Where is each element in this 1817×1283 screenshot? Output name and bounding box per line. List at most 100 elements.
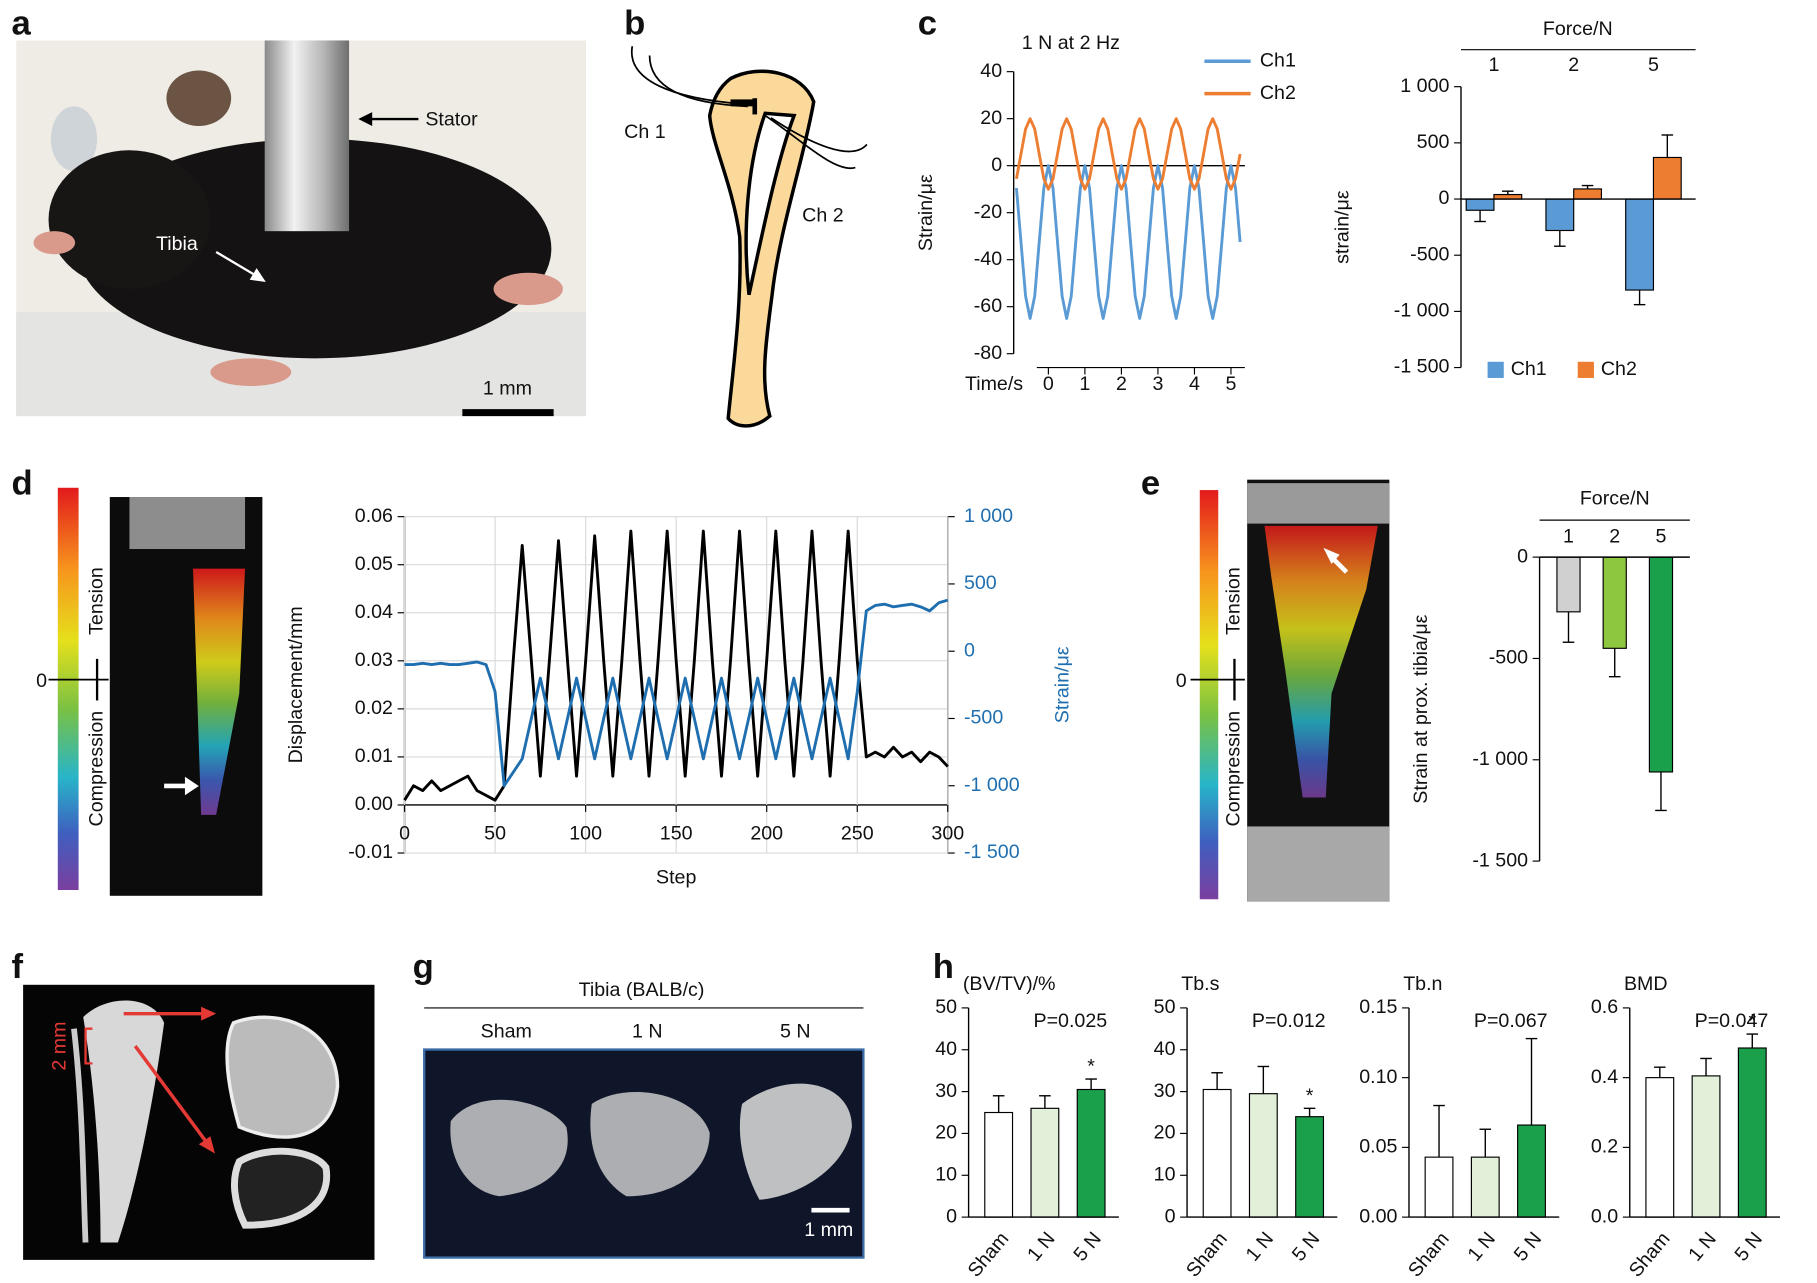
y-axis-label: Displacement/mm — [285, 606, 307, 763]
y-tick-label: -1 000 — [1394, 300, 1450, 322]
y-tick-label: -60 — [974, 295, 1002, 317]
y-axis-label: Strain at prox. tibia/με — [1410, 614, 1432, 803]
x-tick-label: 0 — [1043, 373, 1054, 395]
y2-tick-label: -1 000 — [964, 774, 1020, 796]
x-tick-label: 250 — [841, 823, 874, 845]
legend-label: Ch2 — [1601, 358, 1637, 380]
image — [1247, 479, 1390, 902]
y-tick-label: 0.05 — [1359, 1136, 1397, 1158]
bar — [1602, 556, 1627, 649]
x-tick-label: 1 — [1488, 54, 1499, 76]
group-label: 5 N — [780, 1020, 811, 1042]
bar — [1545, 198, 1575, 232]
legend-label: Ch1 — [1511, 358, 1547, 380]
y-tick-label: 30 — [935, 1080, 957, 1102]
bar — [1465, 198, 1495, 211]
y-tick-label: 40 — [980, 60, 1002, 82]
x-tick-label: 5 N — [1069, 1228, 1105, 1266]
y-tick-label: -500 — [1489, 647, 1528, 669]
y-tick-label: 50 — [1154, 996, 1176, 1018]
image — [109, 497, 263, 896]
legend-label: Ch1 — [1260, 49, 1296, 71]
y-tick-label: -40 — [974, 248, 1002, 270]
y-tick-label: 0 — [946, 1205, 957, 1227]
x-tick-label: 2 — [1609, 526, 1620, 548]
x-tick-label: 5 — [1656, 526, 1667, 548]
chart-title: 1 N at 2 Hz — [1022, 32, 1120, 54]
photo: Stator Tibia 1 mm — [16, 40, 587, 417]
y-tick-label: 20 — [1154, 1122, 1176, 1144]
colorbar-label: Compression — [1223, 711, 1245, 827]
bar — [1556, 556, 1581, 613]
colorbar-label: Compression — [85, 711, 107, 827]
x-tick-label: 5 — [1648, 54, 1659, 76]
y-tick-label: 0.06 — [355, 505, 393, 527]
y-tick-label: 1 000 — [1400, 75, 1449, 97]
colorbar: 0 Tension Compression — [36, 487, 109, 891]
y-tick-label: 20 — [935, 1122, 957, 1144]
bar — [1202, 1088, 1232, 1218]
bar — [1691, 1075, 1721, 1218]
legend-label: Ch2 — [1260, 82, 1296, 104]
x-tick-label: 5 — [1226, 373, 1237, 395]
y-tick-label: 10 — [1154, 1163, 1176, 1185]
y-tick-label: -1 500 — [1472, 849, 1528, 871]
image: Tibia (BALB/c) Sham 1 N 5 N 1 mm — [423, 979, 865, 1259]
bar — [1517, 1124, 1546, 1218]
x-tick-label: Sham — [1404, 1228, 1454, 1281]
y-tick-label: -1 500 — [1394, 356, 1450, 378]
colorbar-label: Tension — [85, 567, 107, 635]
y-tick-label: -500 — [1410, 243, 1449, 265]
bar — [1076, 1088, 1106, 1218]
x-tick-label: Sham — [1182, 1228, 1232, 1281]
image-title: Tibia (BALB/c) — [579, 979, 705, 1001]
x-axis-label: Time/s — [965, 373, 1023, 395]
y-tick-label: -20 — [974, 201, 1002, 223]
bar — [1573, 188, 1603, 200]
colorbar-label: 0 — [36, 670, 47, 692]
y-tick-label: -1 000 — [1472, 748, 1528, 770]
y-tick-label: -80 — [974, 342, 1002, 364]
p-value: P=0.067 — [1474, 1010, 1548, 1032]
bar — [984, 1111, 1014, 1218]
y2-axis-label: Strain/με — [1052, 646, 1074, 723]
panel-label: e — [1141, 465, 1160, 503]
annotation: Tibia — [156, 233, 198, 255]
y-tick-label: 0 — [1517, 545, 1528, 567]
y-tick-label: 0.15 — [1359, 996, 1397, 1018]
x-tick-label: 200 — [750, 823, 783, 845]
y-tick-label: 0.03 — [355, 649, 393, 671]
x-tick-label: 5 N — [1510, 1228, 1546, 1266]
x-tick-label: 1 — [1563, 526, 1574, 548]
colorbar: 0 Tension Compression — [1176, 490, 1245, 900]
chart-title: Force/N — [1543, 18, 1613, 40]
x-axis-label: Step — [656, 867, 696, 889]
y-tick-label: 500 — [1417, 131, 1450, 153]
y2-tick-label: 0 — [964, 639, 975, 661]
series-line — [1015, 117, 1242, 191]
x-tick-label: 5 N — [1731, 1228, 1767, 1266]
y-tick-label: 20 — [980, 107, 1002, 129]
significance: * — [1306, 1085, 1314, 1107]
y-axis-label: Strain/με — [915, 174, 937, 251]
y2-tick-label: -1 500 — [964, 841, 1020, 863]
panel-label: g — [413, 948, 434, 986]
x-tick-label: 1 N — [1242, 1228, 1278, 1266]
group-label: 1 N — [632, 1020, 663, 1042]
x-tick-label: 50 — [484, 823, 506, 845]
y-tick-label: 0.00 — [1359, 1205, 1397, 1227]
image: 2 mm — [23, 984, 375, 1260]
bar — [1645, 1077, 1675, 1218]
y-axis-label: strain/με — [1331, 190, 1353, 264]
chart-title: Tb.n — [1403, 973, 1442, 995]
x-tick-label: 150 — [660, 823, 693, 845]
annotation: Ch 2 — [802, 204, 843, 226]
significance: * — [1748, 1011, 1756, 1033]
y-tick-label: 0.01 — [355, 745, 393, 767]
chart-title: BMD — [1624, 973, 1668, 995]
chart-title: Force/N — [1580, 488, 1650, 510]
x-tick-label: 2 — [1116, 373, 1127, 395]
y-tick-label: 0.6 — [1591, 996, 1618, 1018]
